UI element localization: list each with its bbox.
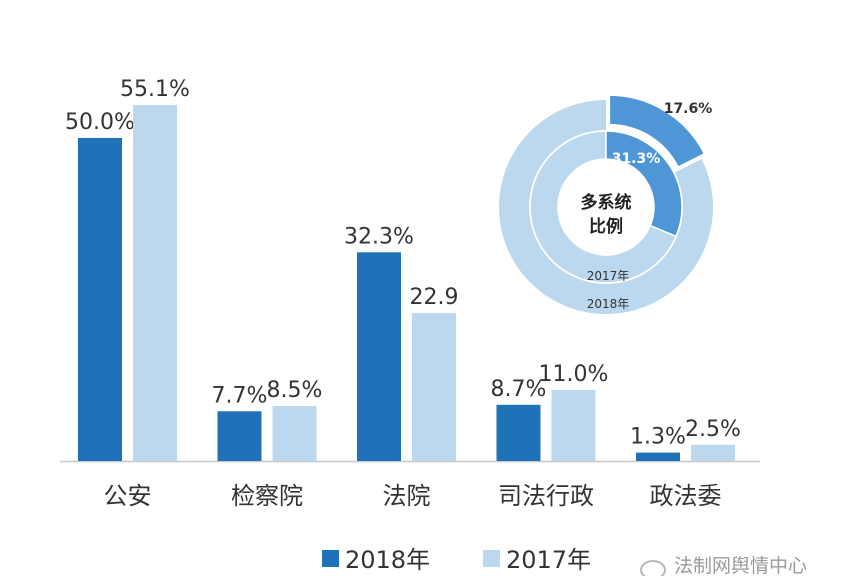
watermark-text: 法制网舆情中心 — [674, 554, 808, 576]
data-label: 7.7% — [212, 383, 268, 408]
bar-2018-1 — [217, 411, 262, 461]
bar-2017-1 — [272, 406, 317, 461]
data-label: 50.0% — [65, 110, 135, 135]
legend: 2018年 2017年 — [322, 546, 591, 574]
category-label: 法院 — [383, 482, 431, 510]
bar-2017-3 — [551, 389, 596, 461]
legend-label: 2017年 — [506, 546, 591, 574]
wechat-icon — [640, 560, 666, 576]
inner-ring-rest — [529, 130, 678, 284]
inner-ring-highlight — [605, 130, 683, 238]
bar-2018-2 — [357, 252, 401, 461]
category-label: 公安 — [104, 482, 152, 510]
outer-ring-label: 2018年 — [587, 297, 630, 311]
bar-2017-2 — [412, 313, 456, 461]
category-label: 政法委 — [650, 482, 722, 510]
inner-ring-label: 2017年 — [587, 269, 630, 283]
data-label: 2.5% — [685, 417, 741, 442]
data-label: 1.3% — [630, 425, 686, 450]
legend-swatch — [322, 550, 339, 567]
bar-2017-4 — [691, 444, 735, 461]
outer-ring-highlight — [608, 93, 707, 169]
data-label: 22.9 — [410, 285, 459, 310]
donut-center — [559, 160, 653, 254]
legend-swatch — [483, 550, 500, 567]
bar-chart: 50.0% 55.1% 公安 7.7% 8.5% 检察院 32.3% 22.9 法院 8.7%11… — [60, 77, 760, 510]
bar-2018-3 — [496, 404, 541, 461]
outer-highlight-label: 17.6% — [664, 101, 713, 117]
inner-highlight-label: 31.3% — [612, 151, 661, 167]
center-label-line2: 比例 — [589, 216, 623, 237]
bar-2018-0 — [78, 137, 122, 462]
data-label: 11.0% — [539, 362, 609, 387]
data-label: 8.7% — [491, 377, 547, 402]
legend-label: 2018年 — [345, 546, 430, 574]
watermark: 法制网舆情中心 — [640, 552, 807, 576]
data-label: 8.5% — [267, 378, 323, 403]
bar-2017-0 — [133, 105, 177, 461]
category-label: 检察院 — [231, 482, 303, 510]
data-label: 55.1% — [120, 77, 190, 102]
bar-2018-4 — [636, 452, 680, 461]
category-label: 司法行政 — [498, 482, 594, 510]
center-label-line1: 多系统 — [581, 192, 632, 213]
data-label: 32.3% — [344, 224, 414, 249]
